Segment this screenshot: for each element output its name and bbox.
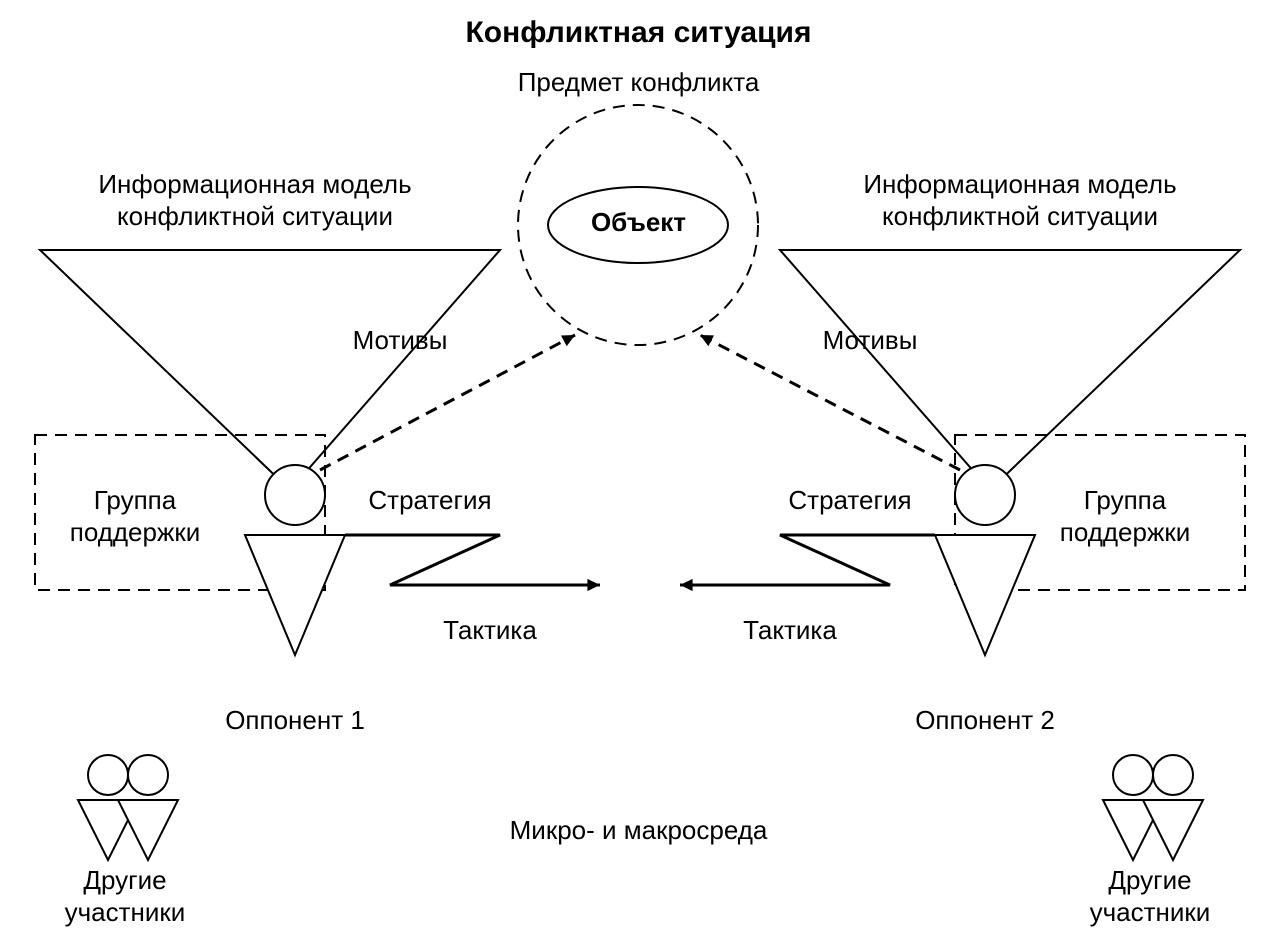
title-text: Конфликтная ситуация	[0, 14, 1277, 52]
opponent1-label: Оппонент 1	[195, 704, 395, 737]
strategy-left: Стратегия	[330, 484, 530, 517]
others-left-l1: Другие	[25, 864, 225, 897]
info-model-left-l2: конфликтной ситуации	[55, 200, 455, 233]
opponent2-label: Оппонент 2	[885, 704, 1085, 737]
tactic-right: Тактика	[690, 614, 890, 647]
tactic-left: Тактика	[390, 614, 590, 647]
support-right-l1: Группа	[1025, 484, 1225, 517]
others-right-l1: Другие	[1050, 864, 1250, 897]
env-text: Микро- и макросреда	[0, 814, 1277, 847]
subject-text: Предмет конфликта	[0, 66, 1277, 99]
diagram-shapes	[0, 0, 1277, 942]
conflict-diagram: Конфликтная ситуация Предмет конфликта О…	[0, 0, 1277, 942]
info-model-right-l1: Информационная модель	[820, 168, 1220, 201]
motives-left: Мотивы	[300, 324, 500, 357]
info-model-right-l2: конфликтной ситуации	[820, 200, 1220, 233]
support-left-l1: Группа	[35, 484, 235, 517]
info-model-left-l1: Информационная модель	[55, 168, 455, 201]
strategy-right: Стратегия	[750, 484, 950, 517]
support-left-l2: поддержки	[35, 516, 235, 549]
motives-right: Мотивы	[770, 324, 970, 357]
support-right-l2: поддержки	[1025, 516, 1225, 549]
others-right-l2: участники	[1050, 896, 1250, 929]
others-left-l2: участники	[25, 896, 225, 929]
